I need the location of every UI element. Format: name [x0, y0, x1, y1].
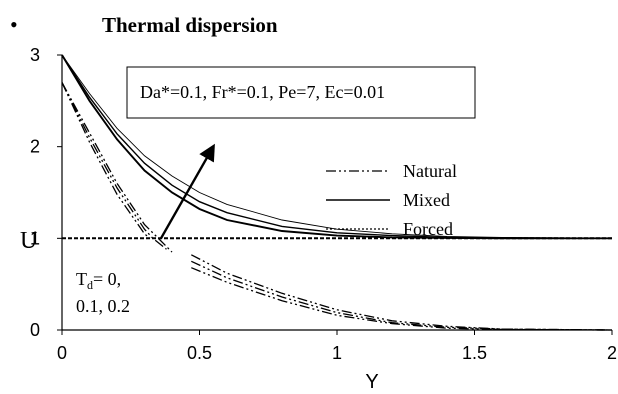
td-line1: Td= 0,	[76, 269, 121, 292]
td-line2: 0.1, 0.2	[76, 296, 130, 316]
trend-arrow	[159, 143, 215, 239]
series-natural-line	[61, 82, 167, 250]
y-tick-label: 1	[30, 228, 40, 248]
axis-ticks: 0 0.5 1 1.5 2 0 1 2 3	[30, 45, 617, 363]
params-text: Da*=0.1, Fr*=0.1, Pe=7, Ec=0.01	[140, 82, 385, 102]
legend-mixed-label: Mixed	[403, 190, 450, 210]
series-natural-line	[191, 254, 613, 331]
legend-forced-label: Forced	[403, 219, 453, 239]
bullet: •	[10, 12, 18, 37]
series-lines	[61, 54, 613, 331]
series-natural-line	[61, 82, 151, 239]
series-natural-line	[61, 82, 173, 253]
y-tick-label: 3	[30, 45, 40, 65]
x-tick-label: 0.5	[187, 343, 212, 363]
x-axis-label: Y	[365, 371, 378, 393]
figure-heading: • Thermal dispersion	[10, 12, 278, 38]
x-tick-label: 2	[607, 343, 617, 363]
figure-title: Thermal dispersion	[102, 12, 278, 37]
legend: Natural Mixed Forced	[326, 161, 457, 239]
series-natural-line	[191, 267, 613, 331]
td-annotation: Td= 0, 0.1, 0.2	[76, 269, 130, 316]
y-tick-label: 0	[30, 320, 40, 340]
x-tick-label: 1.5	[462, 343, 487, 363]
series-natural-line	[191, 260, 613, 331]
params-box: Da*=0.1, Fr*=0.1, Pe=7, Ec=0.01	[126, 66, 476, 119]
y-axis-label: U	[20, 228, 37, 254]
y-tick-label: 2	[30, 137, 40, 157]
x-tick-label: 1	[332, 343, 342, 363]
legend-natural-label: Natural	[403, 161, 457, 181]
params-box-frame	[126, 66, 476, 119]
x-tick-label: 0	[57, 343, 67, 363]
series-mixed-line	[61, 54, 613, 239]
